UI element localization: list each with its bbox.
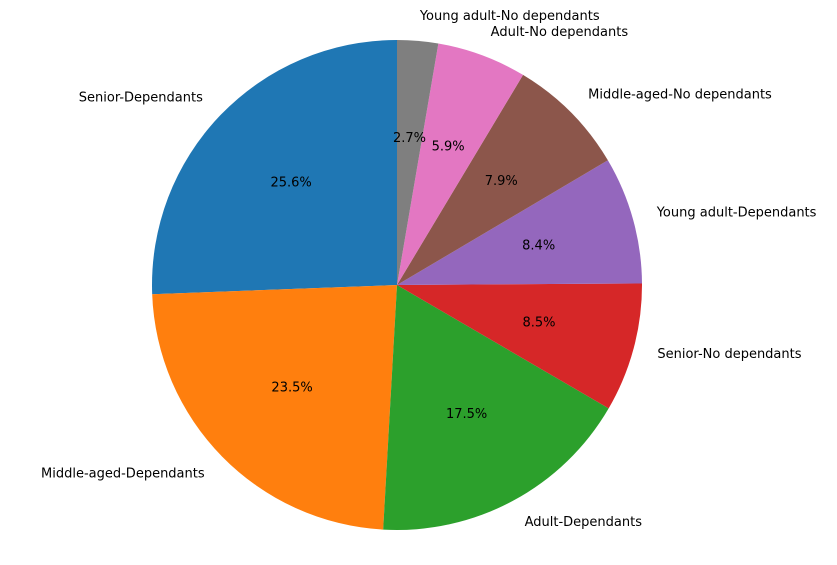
pie-slice-adult-dependants — [383, 285, 609, 531]
category-label-middle-aged-no-dependants: Middle-aged-No dependants — [588, 88, 772, 103]
percent-label-senior-dependants: 25.6% — [270, 176, 311, 191]
category-label-adult-dependants: Adult-Dependants — [525, 515, 643, 530]
percent-label-middle-aged-no-dependants: 7.9% — [485, 174, 518, 189]
category-label-senior-dependants: Senior-Dependants — [79, 91, 203, 106]
category-labels: Senior-Dependants Middle-aged-Dependants A… — [41, 9, 817, 530]
pie-slices — [151, 40, 642, 531]
pie-slice-senior-no-dependants — [397, 283, 642, 409]
percent-label-young-adult-dependants: 8.4% — [522, 238, 555, 253]
pie-slice-middle-aged-dependants — [152, 285, 397, 530]
pie-slice-adult-no-dependants — [397, 43, 524, 285]
category-label-senior-no-dependants: Senior-No dependants — [657, 347, 801, 362]
category-label-adult-no-dependants: Adult-No dependants — [491, 25, 629, 40]
category-label-young-adult-dependants: Young adult-Dependants — [656, 206, 817, 221]
pie-slice-young-adult-no-dependants — [397, 40, 439, 285]
pie-slice-young-adult-dependants — [397, 160, 642, 285]
pie-slice-senior-dependants — [151, 40, 397, 295]
percent-label-adult-no-dependants: 5.9% — [432, 140, 465, 155]
category-label-young-adult-no-dependants: Young adult-No dependants — [419, 9, 600, 24]
percent-label-middle-aged-dependants: 23.5% — [271, 380, 312, 395]
percent-label-adult-dependants: 17.5% — [446, 407, 487, 422]
percent-label-young-adult-no-dependants: 2.7% — [393, 131, 426, 146]
category-label-middle-aged-dependants: Middle-aged-Dependants — [41, 466, 205, 481]
percent-labels: 25.6% 23.5% 17.5% 8.5% 8.4% 7.9% 5.9% 2.7% — [270, 131, 555, 422]
pie-slice-middle-aged-no-dependants — [397, 74, 608, 285]
percent-label-senior-no-dependants: 8.5% — [523, 315, 556, 330]
